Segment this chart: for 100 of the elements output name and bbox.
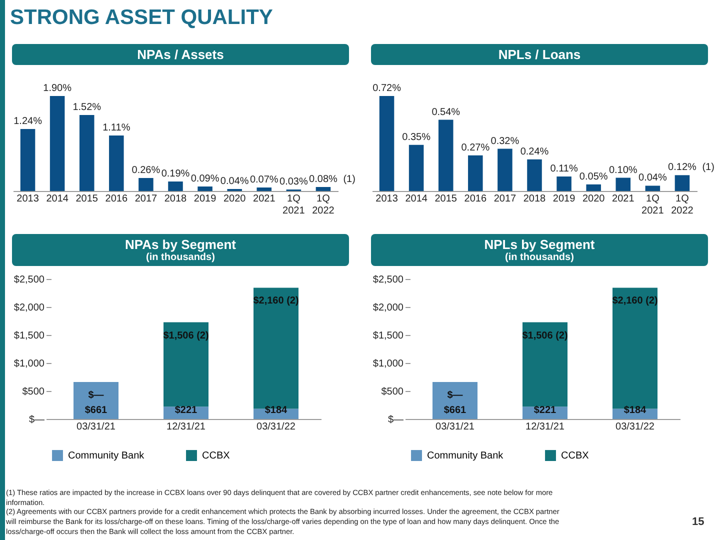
bar: [556, 176, 572, 191]
data-label: 1.24%: [14, 116, 42, 127]
x-tick-label: 2018: [164, 194, 188, 204]
chart-title: NPLs by Segment: [483, 237, 596, 252]
legend-label: Community Bank: [68, 450, 146, 462]
bar: [527, 159, 542, 191]
data-label: $1,506 (2): [163, 330, 209, 342]
x-tick-label: 03/31/21: [76, 422, 116, 432]
data-label: 0.04%: [638, 172, 667, 184]
x-tick-label: 2020: [223, 194, 246, 204]
x-tick-label: 2016: [105, 194, 128, 204]
bar: [79, 115, 94, 191]
x-tick-label: 2017: [134, 194, 158, 204]
y-tick-label: $2,500: [372, 274, 404, 286]
text: STRONG ASSET QUALITY: [10, 6, 273, 30]
data-label: 0.07%: [250, 174, 278, 186]
data-label: 0.09%: [190, 174, 220, 184]
chart-title: NPAs / Assets: [12, 47, 349, 62]
data-label: 0.32%: [490, 136, 520, 147]
x-tick-label: 2015: [76, 194, 98, 204]
bar: [645, 186, 660, 191]
y-tick-label: $1,000: [14, 358, 45, 370]
chart-title: NPAs by Segment: [124, 237, 237, 252]
data-label: 0.24%: [520, 146, 549, 158]
legend-label: CCBX: [202, 450, 230, 462]
bar: [468, 155, 483, 191]
data-label: $221: [174, 405, 198, 416]
data-label: $2,160 (2): [612, 296, 658, 307]
bar: [379, 96, 394, 191]
data-label: 0.03%: [280, 176, 308, 188]
bar: [109, 136, 124, 191]
text: 15: [692, 516, 704, 528]
x-tick-label: 2021: [612, 194, 635, 204]
y-tick-label: $2,000: [372, 302, 404, 314]
x-tick-label: 1Q 2021: [282, 194, 306, 216]
data-label: 1.11%: [102, 122, 130, 134]
data-label: $661: [444, 405, 467, 416]
x-tick-label: 03/31/21: [436, 422, 475, 432]
bar: [408, 144, 424, 191]
x-tick-label: 03/31/22: [256, 422, 296, 432]
y-tick-label: $—: [388, 414, 404, 426]
data-label: 0.54%: [432, 106, 460, 118]
x-tick-label: 2020: [582, 194, 606, 204]
data-label: $184: [624, 405, 647, 416]
data-label: $661: [84, 405, 108, 416]
bar: [74, 382, 118, 419]
y-tick-label: $1,500: [372, 330, 404, 342]
bar: [198, 186, 212, 191]
bar: [432, 382, 478, 419]
data-label: 0.10%: [608, 164, 638, 176]
bar: [164, 322, 208, 407]
data-label: 1.90%: [43, 83, 72, 94]
x-tick-label: 2015: [434, 194, 458, 204]
y-tick-label: $1,500: [14, 330, 45, 342]
x-tick-label: 2019: [194, 194, 217, 204]
data-label: 0.27%: [461, 142, 490, 154]
bar: [498, 148, 512, 191]
legend-label: CCBX: [561, 450, 590, 462]
bar: [50, 96, 65, 191]
data-label: 0.26%: [132, 165, 160, 176]
x-tick-label: 2013: [16, 194, 40, 204]
data-label: 0.72%: [372, 83, 402, 94]
annotation: (1): [343, 174, 356, 185]
bar: [168, 182, 183, 191]
x-tick-label: 1Q 2021: [642, 194, 664, 216]
x-tick-label: 2014: [405, 194, 428, 204]
x-tick-label: 2017: [494, 194, 517, 204]
y-tick-label: $500: [381, 386, 404, 398]
data-label: 0.04%: [220, 176, 249, 187]
x-tick-label: 2019: [552, 194, 576, 204]
x-tick-label: 12/31/21: [526, 422, 565, 432]
chart-subtitle: (in thousands): [145, 252, 216, 263]
data-label: $184: [264, 405, 288, 416]
data-label: 0.05%: [579, 171, 608, 182]
x-tick-label: 1Q 2022: [671, 194, 694, 216]
legend-label: Community Bank: [427, 450, 504, 462]
y-tick-label: $500: [22, 386, 45, 398]
bar: [138, 178, 154, 191]
data-label: 0.35%: [402, 132, 431, 143]
x-tick-label: 2018: [523, 194, 546, 204]
data-label: $—: [88, 390, 104, 401]
bar: [316, 187, 331, 191]
bar: [616, 178, 631, 191]
y-tick-label: $2,500: [14, 274, 45, 286]
chart-subtitle: (in thousands): [504, 252, 575, 263]
x-tick-label: 2016: [464, 194, 487, 204]
chart-title: NPLs / Loans: [371, 47, 708, 62]
data-label: $1,506 (2): [522, 330, 568, 342]
data-label: 0.08%: [309, 174, 338, 185]
data-label: $2,160 (2): [253, 296, 299, 307]
data-label: 0.12%: [668, 162, 697, 174]
y-tick-label: $—: [28, 414, 44, 426]
y-tick-label: $2,000: [14, 302, 45, 314]
x-tick-label: 2013: [376, 194, 398, 204]
x-tick-label: 2014: [46, 194, 69, 204]
x-tick-label: 03/31/22: [616, 422, 655, 432]
bar: [438, 120, 454, 191]
data-label: $221: [534, 405, 557, 416]
x-tick-label: 12/31/21: [166, 422, 206, 432]
bar: [20, 129, 36, 191]
